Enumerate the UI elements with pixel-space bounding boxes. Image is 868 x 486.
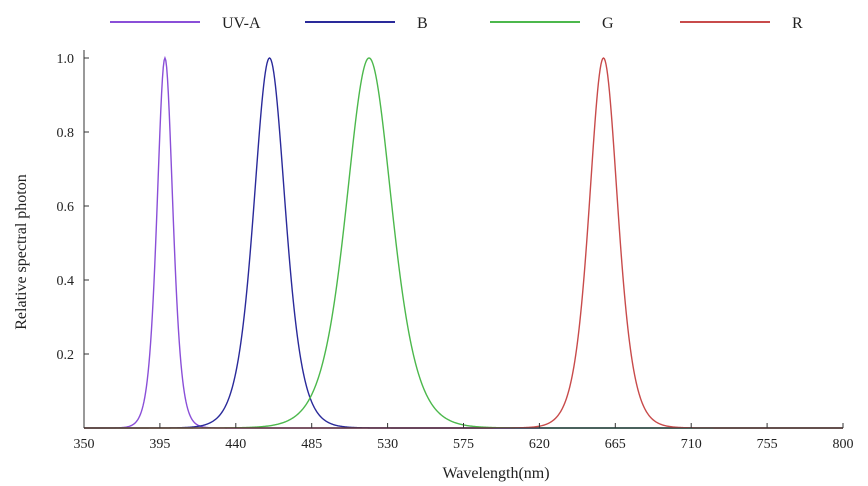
axes: 350 395 440 485 530 575 620 665 710 755 800 0.2 0.4 0… bbox=[57, 50, 854, 452]
x-tick-label: 440 bbox=[225, 437, 246, 452]
x-tick-label: 575 bbox=[453, 437, 474, 452]
x-tick-label: 485 bbox=[301, 437, 322, 452]
y-tick-label: 1.0 bbox=[57, 52, 75, 67]
x-tick-label: 395 bbox=[149, 437, 170, 452]
legend-label-uv-a: UV-A bbox=[222, 15, 261, 32]
y-tick-label: 0.8 bbox=[57, 126, 75, 141]
x-tick-label: 710 bbox=[681, 437, 702, 452]
plot-area bbox=[84, 55, 843, 429]
x-tick-label: 800 bbox=[833, 437, 854, 452]
x-tick-label: 620 bbox=[529, 437, 550, 452]
x-tick-label: 755 bbox=[757, 437, 778, 452]
legend-label-g: G bbox=[602, 15, 614, 32]
legend: UV-A B G R bbox=[110, 15, 803, 32]
y-tick-label: 0.2 bbox=[57, 348, 75, 363]
x-axis-title: Wavelength(nm) bbox=[442, 465, 549, 482]
x-tick-label: 530 bbox=[377, 437, 398, 452]
legend-label-b: B bbox=[417, 15, 428, 32]
series-line-uv-a bbox=[84, 55, 843, 429]
y-tick-label: 0.4 bbox=[57, 274, 75, 289]
y-tick-label: 0.6 bbox=[57, 200, 75, 215]
legend-label-r: R bbox=[792, 15, 803, 32]
y-axis-title: Relative spectral photon bbox=[13, 174, 30, 330]
series-line-r bbox=[84, 57, 843, 429]
series-line-b bbox=[84, 57, 843, 429]
x-tick-label: 665 bbox=[605, 437, 626, 452]
x-tick-label: 350 bbox=[74, 437, 95, 452]
series-line-g bbox=[84, 57, 843, 429]
